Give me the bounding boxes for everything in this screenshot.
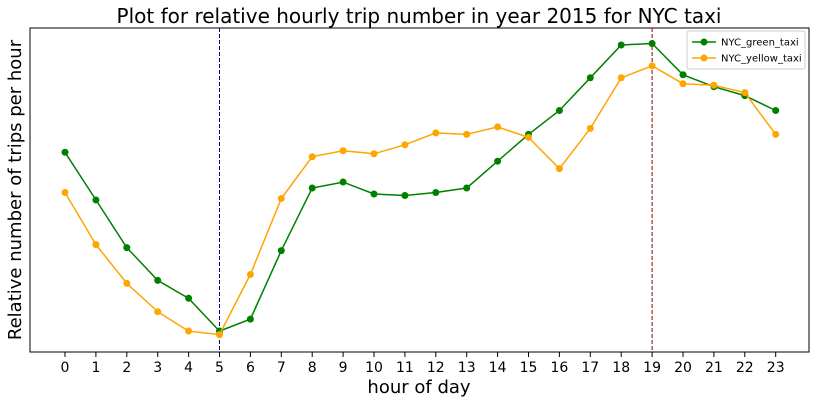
data-point <box>401 141 409 149</box>
x-tick-label: 12 <box>427 360 445 376</box>
data-point <box>339 147 347 155</box>
data-point <box>679 71 687 79</box>
x-tick-label: 7 <box>277 360 286 376</box>
x-tick-label: 19 <box>643 360 661 376</box>
data-point <box>555 165 563 173</box>
data-point <box>308 153 316 161</box>
data-point <box>92 196 100 204</box>
x-tick-label: 2 <box>122 360 131 376</box>
data-point <box>216 331 223 339</box>
data-point <box>123 244 131 252</box>
legend-marker <box>700 38 708 46</box>
data-point <box>586 74 594 82</box>
data-point <box>648 39 656 47</box>
data-point <box>555 107 563 115</box>
series-line <box>64 42 777 332</box>
x-tick-label: 0 <box>61 360 70 376</box>
y-axis-label: Relative number of trips per hour <box>5 39 26 340</box>
data-point <box>741 89 749 97</box>
x-tick-label: 17 <box>581 360 599 376</box>
series-line <box>64 64 777 336</box>
x-tick-label: 16 <box>550 360 568 376</box>
data-point <box>185 327 193 335</box>
data-point <box>61 188 69 196</box>
plot-area <box>29 27 810 353</box>
data-point <box>185 294 193 302</box>
x-tick-label: 13 <box>458 360 476 376</box>
legend-box <box>686 30 806 70</box>
data-point <box>401 191 409 199</box>
data-point <box>494 123 502 131</box>
data-point <box>525 133 532 141</box>
data-point <box>92 241 100 249</box>
data-point <box>463 130 471 138</box>
data-point <box>617 41 625 49</box>
data-point <box>648 62 656 70</box>
data-point <box>710 81 718 89</box>
data-point <box>308 184 316 192</box>
x-tick-label: 23 <box>767 360 785 376</box>
data-point <box>277 247 285 255</box>
x-tick-label: 20 <box>674 360 692 376</box>
data-point <box>246 270 254 278</box>
x-tick-label: 15 <box>520 360 538 376</box>
x-tick-label: 6 <box>246 360 255 376</box>
x-tick-label: 18 <box>612 360 630 376</box>
x-tick-label: 9 <box>339 360 348 376</box>
data-point <box>432 188 440 196</box>
data-point <box>679 80 687 88</box>
x-tick-label: 10 <box>365 360 383 376</box>
chart-title: Plot for relative hourly trip number in … <box>117 4 722 28</box>
data-point <box>370 150 378 158</box>
x-tick-label: 22 <box>736 360 754 376</box>
legend-label: NYC_green_taxi <box>721 38 799 49</box>
data-point <box>586 124 594 132</box>
legend: NYC_green_taxi NYC_yellow_taxi <box>686 30 806 70</box>
x-tick-label: 5 <box>215 360 224 376</box>
data-point <box>772 107 780 115</box>
data-point <box>339 178 347 186</box>
data-point <box>154 308 162 316</box>
legend-label: NYC_yellow_taxi <box>721 54 802 65</box>
x-axis-ticks: 0 1 2 3 4 5 6 7 8 9 10 11 12 13 14 15 16 17 18 19 20 21 22 23 <box>61 352 785 376</box>
x-tick-label: 21 <box>705 360 723 376</box>
series-layer <box>61 39 780 339</box>
series-NYC_yellow_taxi <box>61 62 780 339</box>
data-point <box>123 279 131 287</box>
data-point <box>772 130 780 138</box>
x-axis-label: hour of day <box>367 377 470 398</box>
data-point <box>154 276 162 284</box>
data-point <box>617 74 625 82</box>
data-point <box>370 190 378 198</box>
reference-lines <box>219 28 653 352</box>
legend-marker <box>700 54 708 62</box>
x-tick-label: 4 <box>184 360 193 376</box>
data-point <box>494 157 502 165</box>
data-point <box>432 129 440 137</box>
x-tick-label: 1 <box>91 360 100 376</box>
x-tick-label: 3 <box>153 360 162 376</box>
x-tick-label: 14 <box>489 360 507 376</box>
data-point <box>61 148 69 156</box>
data-point <box>277 194 285 202</box>
data-point <box>246 315 254 323</box>
x-tick-label: 8 <box>308 360 317 376</box>
data-point <box>463 184 471 192</box>
x-tick-label: 11 <box>396 360 414 376</box>
